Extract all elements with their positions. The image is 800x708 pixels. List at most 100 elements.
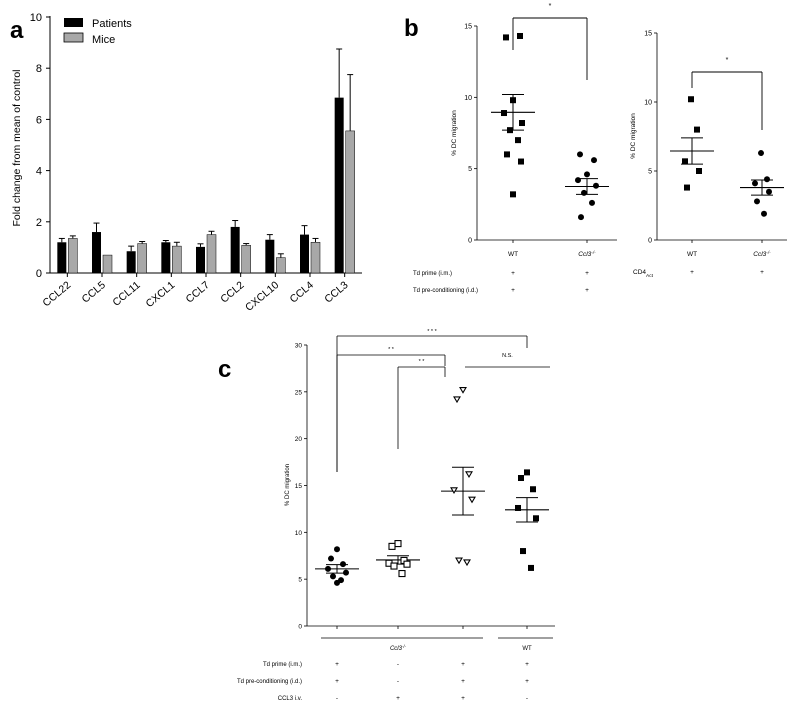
b1-y-tick-label: 10 bbox=[464, 95, 472, 102]
patients-bar bbox=[196, 246, 205, 273]
panel-a-letter: a bbox=[10, 17, 24, 44]
patients-bar bbox=[265, 239, 275, 273]
c-condition-value: + bbox=[461, 678, 465, 685]
data-point-square bbox=[528, 564, 534, 571]
b1-category-label-sup: -/- bbox=[591, 250, 596, 255]
b1-category-label: WT bbox=[508, 251, 518, 258]
data-point-open-triangle bbox=[450, 487, 458, 494]
panel-c-ylabel: % DC migration bbox=[285, 464, 291, 506]
b1-category-label: Ccl3-/- bbox=[578, 250, 596, 259]
data-point-square bbox=[515, 504, 521, 511]
b2-y-tick-label: 5 bbox=[648, 169, 652, 176]
data-point-square bbox=[518, 475, 524, 482]
mice-bar bbox=[276, 257, 286, 274]
data-point-open-square bbox=[394, 540, 402, 548]
b2-condition-value: + bbox=[760, 269, 764, 276]
data-point-square bbox=[507, 127, 513, 134]
data-point-circle bbox=[575, 177, 581, 184]
data-point-open-triangle bbox=[453, 396, 461, 404]
c-significance-label: * * bbox=[419, 359, 426, 365]
c-y-tick-label: 5 bbox=[298, 577, 302, 584]
panel-a-y-tick-label: 0 bbox=[36, 268, 42, 280]
mice-bar bbox=[102, 254, 113, 274]
patients-bar bbox=[57, 242, 67, 273]
panel-a-category-label: CCL4 bbox=[288, 279, 316, 306]
c-y-tick-label: 25 bbox=[295, 389, 303, 396]
b1-condition-value: + bbox=[585, 287, 589, 294]
data-point-circle bbox=[589, 199, 595, 206]
b2-category-label-main: Ccl3 bbox=[753, 251, 766, 258]
b2-y-tick-label: 0 bbox=[648, 238, 652, 245]
data-point-circle bbox=[340, 561, 346, 568]
data-point-square bbox=[501, 110, 507, 117]
c-condition-value: + bbox=[525, 678, 529, 685]
data-point-circle bbox=[343, 569, 349, 576]
data-point-circle bbox=[334, 579, 340, 586]
panel-a-y-tick-label: 8 bbox=[36, 63, 42, 75]
panel-c-letter: c bbox=[218, 356, 231, 383]
mice-bar bbox=[241, 245, 251, 274]
panel-b-right-ylabel: % DC migration bbox=[630, 113, 637, 159]
data-point-circle bbox=[591, 157, 597, 164]
data-point-circle bbox=[764, 176, 770, 183]
patients-bar bbox=[334, 97, 344, 273]
data-point-circle bbox=[766, 188, 772, 195]
b1-y-tick-label: 0 bbox=[468, 238, 472, 245]
data-point-square bbox=[688, 96, 694, 103]
panel-a-category-label: CXCL1 bbox=[144, 279, 178, 310]
b2-y-tick-label: 10 bbox=[644, 100, 652, 107]
data-point-circle bbox=[334, 546, 340, 553]
data-point-circle bbox=[584, 171, 590, 178]
b2-condition-label: CD4Act bbox=[633, 269, 654, 279]
b2-category-label-main: WT bbox=[687, 251, 697, 258]
b2-y-tick-label: 15 bbox=[644, 31, 652, 38]
data-point-square bbox=[533, 515, 539, 522]
data-point-circle bbox=[754, 198, 760, 205]
data-point-square bbox=[518, 158, 524, 165]
mice-bar bbox=[172, 245, 182, 274]
b1-y-tick-label: 5 bbox=[468, 166, 472, 173]
c-condition-value: - bbox=[397, 678, 399, 685]
panel-a-category-label: CXCL10 bbox=[243, 279, 281, 314]
data-point-open-square bbox=[403, 560, 411, 568]
data-point-square bbox=[696, 168, 702, 174]
data-point-square bbox=[504, 151, 510, 158]
data-point-square bbox=[510, 191, 516, 198]
data-point-circle bbox=[577, 151, 583, 158]
data-point-circle bbox=[581, 189, 587, 196]
panel-a-bar-chart: Fold change from mean of control Patient… bbox=[11, 12, 362, 314]
b1-condition-value: + bbox=[511, 287, 515, 294]
b2-condition-label-main: CD4 bbox=[633, 269, 646, 276]
panel-a-category-label: CCL22 bbox=[41, 279, 74, 309]
c-group-header-label-main: Ccl3 bbox=[390, 646, 403, 652]
data-point-open-triangle bbox=[459, 387, 467, 394]
b2-category-label-sup: -/- bbox=[766, 250, 771, 255]
c-significance-label: N.S. bbox=[502, 353, 513, 359]
b2-condition-label-sub: Act bbox=[646, 273, 654, 279]
data-point-circle bbox=[593, 182, 599, 189]
panel-c-scatter: % DC migration 0 5 10 15 20 25 30 * * * * * * * N.… bbox=[237, 329, 555, 702]
b1-condition-label: Td pre-conditioning (i.d.) bbox=[413, 288, 478, 294]
c-condition-value: + bbox=[335, 661, 339, 668]
legend-swatch-patients bbox=[64, 18, 83, 27]
panel-a-y-tick-label: 6 bbox=[36, 114, 42, 126]
panel-a-category-label: CCL11 bbox=[110, 279, 142, 309]
data-point-square bbox=[684, 184, 690, 191]
panel-a-y-tick-label: 10 bbox=[30, 12, 42, 24]
c-condition-value: + bbox=[525, 661, 529, 668]
panel-a-category-label: CCL5 bbox=[80, 279, 108, 306]
b1-y-tick-label: 15 bbox=[464, 24, 472, 31]
c-condition-value: + bbox=[396, 695, 400, 702]
b1-category-label-main: WT bbox=[508, 251, 518, 258]
data-point-square bbox=[520, 548, 526, 555]
data-point-circle bbox=[761, 210, 767, 217]
panel-a-y-tick-label: 2 bbox=[36, 217, 42, 229]
data-point-open-square bbox=[388, 542, 396, 550]
panel-a-ylabel: Fold change from mean of control bbox=[11, 70, 23, 227]
data-point-open-triangle bbox=[465, 471, 473, 479]
c-condition-value: + bbox=[335, 678, 339, 685]
b1-category-label-main: Ccl3 bbox=[578, 251, 591, 258]
panel-b-left-ylabel: % DC migration bbox=[451, 110, 458, 156]
c-group-header-label-sup: -/- bbox=[402, 644, 407, 649]
c-condition-value: - bbox=[526, 695, 528, 702]
